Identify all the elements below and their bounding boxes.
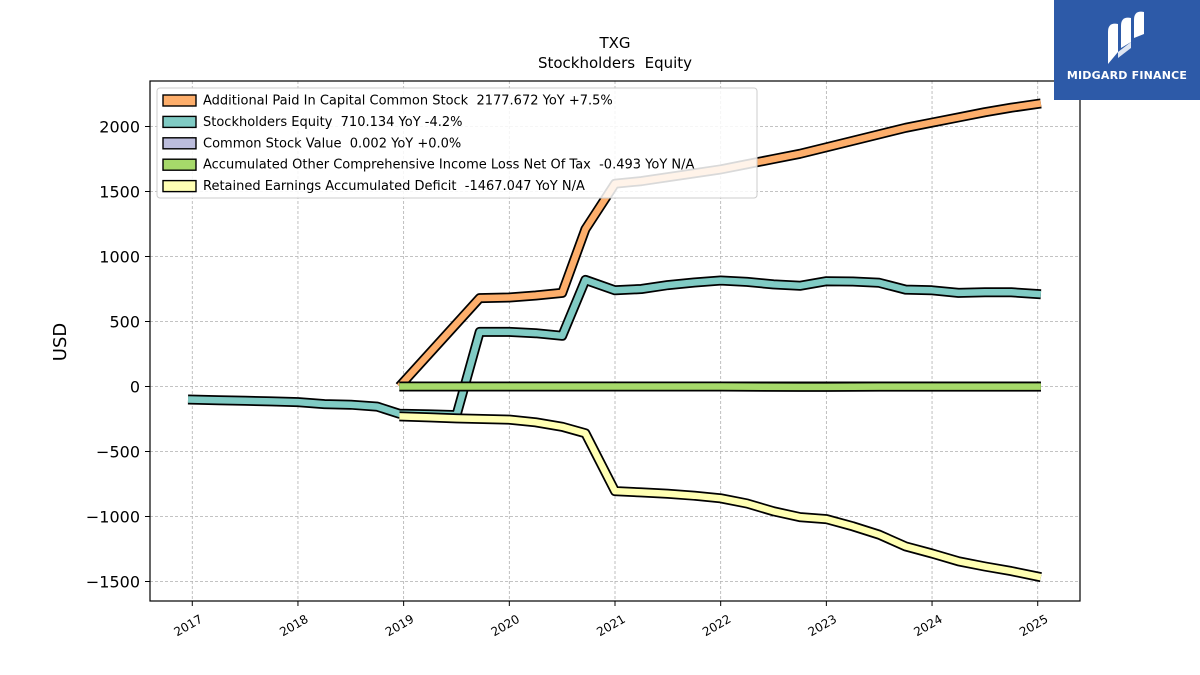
legend-label-3: Accumulated Other Comprehensive Income L… <box>203 158 694 173</box>
legend: Additional Paid In Capital Common Stock … <box>156 87 758 199</box>
x-tick-label: 2018 <box>277 612 310 639</box>
series-outline-1 <box>187 274 1042 421</box>
y-axis-label: USD <box>50 323 71 361</box>
chart-subtitle: Stockholders Equity <box>538 54 692 72</box>
brand-name: MIDGARD FINANCE <box>1066 69 1188 82</box>
y-tick-label: 1000 <box>99 248 140 267</box>
legend-label-2: Common Stock Value 0.002 YoY +0.0% <box>203 136 461 151</box>
legend-label-1: Stockholders Equity 710.134 YoY -4.2% <box>203 115 463 130</box>
x-tick-label: 2022 <box>700 612 733 639</box>
legend-label-0: Additional Paid In Capital Common Stock … <box>203 94 613 109</box>
logo-mark-icon <box>1108 11 1144 64</box>
x-tick-label: 2024 <box>911 612 944 639</box>
y-tick-label: −500 <box>96 443 140 462</box>
y-tick-label: 2000 <box>99 118 140 137</box>
legend-label-4: Retained Earnings Accumulated Deficit -1… <box>203 179 585 194</box>
series-line-4 <box>399 413 1042 581</box>
x-tick-label: 2019 <box>383 612 416 639</box>
x-tick-label: 2025 <box>1017 612 1050 639</box>
series-line-1 <box>187 276 1042 419</box>
y-tick-label: 1500 <box>99 183 140 202</box>
y-tick-label: 0 <box>130 378 140 397</box>
x-tick-label: 2020 <box>489 612 522 639</box>
y-tick-label: −1500 <box>86 573 140 592</box>
legend-swatch-0 <box>162 94 197 107</box>
legend-swatch-2 <box>162 137 197 150</box>
x-tick-label: 2023 <box>806 612 839 639</box>
brand-logo: MIDGARD FINANCE <box>1054 0 1200 100</box>
legend-swatch-1 <box>162 115 197 129</box>
y-tick-label: −1000 <box>86 508 140 527</box>
legend-swatch-4 <box>162 179 197 193</box>
chart-title: TXG <box>598 34 630 52</box>
x-tick-label: 2021 <box>594 612 627 639</box>
x-tick-label: 2017 <box>172 612 205 639</box>
legend-box <box>156 87 758 199</box>
legend-swatch-3 <box>162 158 197 171</box>
y-tick-label: 500 <box>109 313 140 332</box>
